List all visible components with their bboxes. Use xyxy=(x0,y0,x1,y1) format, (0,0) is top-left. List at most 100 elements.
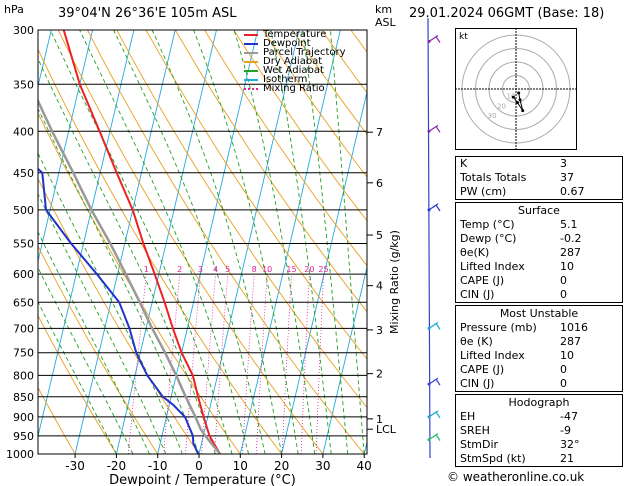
header-location: 39°04'N 26°36'E 105m ASL xyxy=(58,6,237,21)
mixing-ratio-line xyxy=(127,274,147,454)
mixing-ratio-label: 1 xyxy=(144,265,149,274)
row-label: EH xyxy=(460,410,476,423)
pressure-tick-label: 950 xyxy=(13,430,34,443)
pressure-tick-label: 400 xyxy=(13,125,34,138)
table-title: Surface xyxy=(518,204,560,217)
series-temperature xyxy=(62,30,221,454)
dry-adiabat xyxy=(262,30,367,178)
pressure-tick-label: 550 xyxy=(13,237,34,250)
row-value: -9 xyxy=(560,424,571,437)
wind-barb xyxy=(427,410,441,419)
pressure-tick-label: 450 xyxy=(13,167,34,180)
mixing-ratio-line xyxy=(300,274,310,454)
pressure-tick-label: 300 xyxy=(13,24,34,37)
table-row: CIN (J) 0 xyxy=(456,377,622,391)
isotherm xyxy=(157,30,259,454)
hodograph-point xyxy=(511,95,515,99)
mixing-ratio-label: 4 xyxy=(213,265,218,274)
series-parcel-trajectory xyxy=(38,98,222,454)
km-label: km xyxy=(375,3,393,16)
km-tick-label: 7 xyxy=(376,126,383,139)
hodograph-point xyxy=(518,98,522,102)
mixing-ratio-label: 3 xyxy=(198,265,203,274)
hpa-label: hPa xyxy=(4,3,24,16)
pressure-tick-label: 800 xyxy=(13,369,34,382)
row-value: 5.1 xyxy=(560,218,578,231)
isotherm xyxy=(38,30,94,264)
table-row: θe (K) 287 xyxy=(456,335,622,349)
legend-label: Parcel Trajectory xyxy=(263,47,346,58)
x-tick-label: 30 xyxy=(315,459,330,473)
table-row: EH -47 xyxy=(456,410,622,424)
row-value: 0 xyxy=(560,363,567,376)
legend-label: Temperature xyxy=(263,29,327,40)
km-tick-label: 1 xyxy=(376,413,383,426)
row-label: PW (cm) xyxy=(460,185,507,198)
hodograph-table: Hodograph EH -47 SREH -9 StmDir 32° StmSpd (kt)… xyxy=(455,394,623,467)
legend-label: Mixing Ratio xyxy=(263,83,325,94)
legend-item: Dry Adiabat xyxy=(244,57,346,67)
mixing-ratio-line xyxy=(201,274,216,454)
indices-table: K 3 Totals Totals 37 PW (cm) 0.67 xyxy=(455,156,623,200)
row-value: 21 xyxy=(560,452,574,465)
x-tick-label: 20 xyxy=(274,459,289,473)
credit: © weatheronline.co.uk xyxy=(447,470,585,484)
mixing-ratio-label: 2 xyxy=(177,265,182,274)
table-row: Lifted Index 10 xyxy=(456,260,622,274)
unstable-table: Most Unstable Pressure (mb) 1016 θe (K) 287 L… xyxy=(455,305,623,392)
table-row: StmDir 32° xyxy=(456,438,622,452)
row-value: 0 xyxy=(560,377,567,390)
skewt-chart: 3003504004505005506006507007508008509009… xyxy=(6,17,455,486)
legend-swatch xyxy=(244,69,258,72)
pressure-tick-label: 600 xyxy=(13,268,34,281)
dry-adiabat xyxy=(38,112,241,454)
pressure-tick-label: 900 xyxy=(13,411,34,424)
table-row: CIN (J) 0 xyxy=(456,288,622,302)
row-value: -0.2 xyxy=(560,232,582,245)
row-value: 37 xyxy=(560,171,574,184)
row-label: Totals Totals xyxy=(460,171,527,184)
pressure-tick-label: 350 xyxy=(13,78,34,91)
dry-adiabat xyxy=(233,30,367,222)
legend-swatch xyxy=(244,87,258,90)
km-tick-label: 3 xyxy=(376,324,383,337)
wind-barb xyxy=(427,377,441,386)
table-row: CAPE (J) 0 xyxy=(456,363,622,377)
legend-label: Isotherm xyxy=(263,74,308,85)
wet-adiabat xyxy=(79,30,250,454)
x-tick-label: 0 xyxy=(195,459,203,473)
row-label: CAPE (J) xyxy=(460,363,505,376)
wet-adiabat xyxy=(302,30,349,454)
hodograph-unit: kt xyxy=(459,32,468,42)
isotherm xyxy=(322,265,367,454)
km-tick-label: 6 xyxy=(376,177,383,190)
row-label: θe (K) xyxy=(460,335,493,348)
pressure-tick-label: 750 xyxy=(13,347,34,360)
isotherm xyxy=(74,30,176,454)
legend-item: Dewpoint xyxy=(244,39,346,49)
dry-adiabat xyxy=(38,48,282,454)
table-row: Lifted Index 10 xyxy=(456,349,622,363)
header-datetime: 29.01.2024 06GMT (Base: 18) xyxy=(409,6,605,21)
row-label: Pressure (mb) xyxy=(460,321,537,334)
wind-barb xyxy=(427,433,441,442)
row-value: 287 xyxy=(560,246,581,259)
x-tick-label: 40 xyxy=(357,459,372,473)
mixing-ratio-label: 25 xyxy=(318,265,328,274)
mixing-ratio-axis-label: Mixing Ratio (g/kg) xyxy=(388,230,401,334)
table-row: CAPE (J) 0 xyxy=(456,274,622,288)
wet-adiabat xyxy=(49,30,233,454)
legend-swatch xyxy=(244,78,258,81)
x-tick-label: -30 xyxy=(65,459,85,473)
x-axis-label: Dewpoint / Temperature (°C) xyxy=(109,473,296,486)
dry-adiabat xyxy=(439,30,455,454)
isotherm xyxy=(239,30,341,454)
legend-label: Wet Adiabat xyxy=(263,65,324,76)
isotherm xyxy=(198,30,300,454)
table-row: Pressure (mb) 1016 xyxy=(456,321,622,335)
hodograph-ring xyxy=(475,48,557,130)
table-row: Dewp (°C) -0.2 xyxy=(456,232,622,246)
row-label: Lifted Index xyxy=(460,260,525,273)
row-value: 1016 xyxy=(560,321,588,334)
